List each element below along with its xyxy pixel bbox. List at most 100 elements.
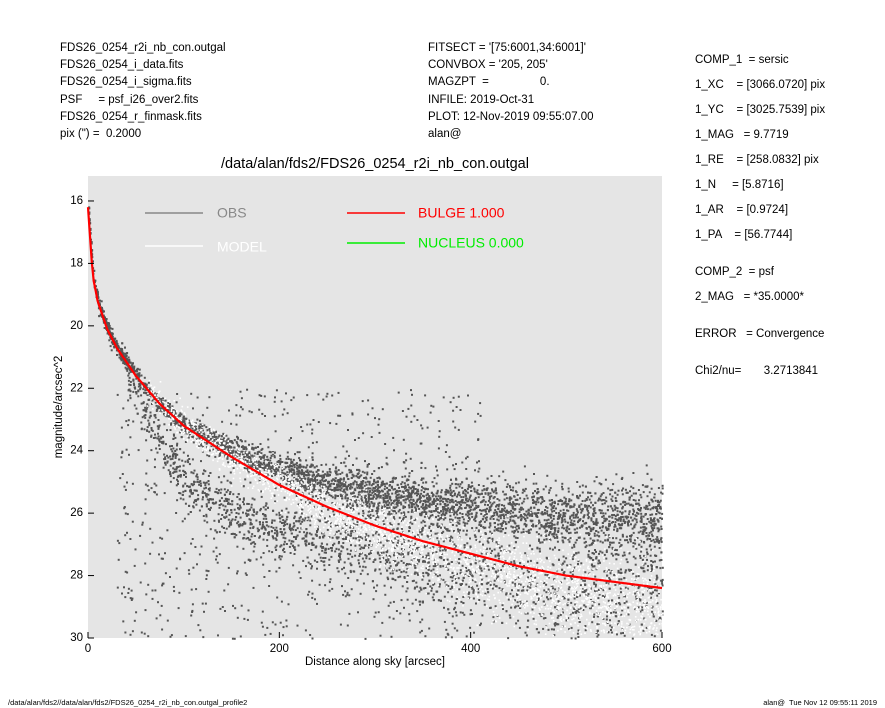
- obs-point: [273, 532, 276, 535]
- obs-point: [637, 606, 640, 609]
- obs-point: [651, 605, 654, 608]
- obs-point: [279, 454, 282, 457]
- obs-point: [566, 530, 569, 533]
- obs-point: [599, 495, 602, 498]
- obs-point: [213, 435, 216, 438]
- obs-point: [407, 483, 410, 486]
- obs-point: [88, 207, 91, 210]
- obs-point: [484, 503, 486, 506]
- obs-point: [661, 484, 664, 487]
- obs-point: [439, 500, 442, 503]
- obs-point: [145, 410, 148, 413]
- obs-point: [469, 518, 472, 521]
- obs-point: [199, 423, 202, 426]
- obs-point: [169, 480, 172, 483]
- obs-point: [382, 497, 385, 500]
- obs-point: [501, 504, 503, 507]
- obs-point: [275, 529, 278, 532]
- header-left-line: FDS26_0254_r2i_nb_con.outgal: [60, 42, 226, 54]
- obs-point: [137, 385, 140, 388]
- obs-point: [441, 506, 444, 508]
- obs-point: [248, 518, 251, 521]
- obs-point: [514, 498, 517, 501]
- obs-point: [585, 504, 588, 507]
- obs-point: [549, 547, 552, 550]
- obs-point: [632, 555, 635, 558]
- obs-point: [468, 496, 471, 499]
- obs-point: [619, 538, 622, 541]
- obs-point: [293, 536, 295, 538]
- obs-point: [215, 487, 218, 490]
- obs-point: [577, 629, 580, 632]
- obs-point: [594, 575, 597, 578]
- obs-point: [561, 503, 564, 506]
- obs-point: [344, 465, 347, 468]
- obs-point: [228, 525, 231, 528]
- obs-point: [344, 497, 347, 500]
- obs-point: [196, 418, 199, 421]
- obs-point: [538, 613, 541, 616]
- obs-point: [192, 506, 195, 509]
- obs-point: [133, 404, 136, 407]
- obs-point: [429, 546, 432, 549]
- obs-point: [649, 508, 652, 511]
- obs-point: [207, 474, 210, 477]
- obs-point: [139, 388, 142, 391]
- obs-point: [574, 541, 577, 544]
- obs-point: [458, 588, 461, 591]
- obs-point: [569, 531, 572, 534]
- obs-point: [313, 479, 316, 482]
- obs-point: [418, 494, 421, 497]
- obs-point: [469, 573, 471, 576]
- header-left-line: pix (") = 0.2000: [60, 128, 142, 141]
- obs-point: [387, 488, 390, 491]
- obs-point: [209, 528, 212, 531]
- obs-point: [435, 516, 437, 519]
- obs-point: [458, 494, 461, 497]
- obs-point: [473, 490, 476, 493]
- obs-point: [309, 563, 312, 565]
- obs-point: [467, 593, 470, 595]
- obs-point: [461, 513, 464, 515]
- obs-point: [630, 485, 633, 488]
- obs-point: [612, 521, 614, 523]
- obs-point: [375, 590, 378, 593]
- obs-point: [441, 549, 444, 552]
- obs-point: [218, 434, 221, 437]
- obs-point: [193, 469, 196, 472]
- obs-point: [402, 553, 405, 556]
- obs-point: [220, 497, 223, 500]
- obs-point: [478, 565, 481, 568]
- obs-point: [537, 497, 540, 500]
- obs-point: [445, 488, 448, 491]
- obs-point: [364, 481, 367, 484]
- obs-point: [365, 503, 368, 506]
- obs-point: [457, 483, 460, 486]
- obs-point: [316, 479, 319, 482]
- obs-point: [509, 486, 512, 489]
- obs-point: [659, 517, 662, 519]
- obs-point: [196, 478, 199, 481]
- obs-point: [602, 492, 605, 494]
- obs-point: [118, 353, 121, 356]
- obs-point: [462, 521, 465, 524]
- obs-point: [609, 493, 612, 496]
- obs-point: [449, 538, 451, 541]
- obs-point: [286, 455, 289, 458]
- obs-point: [364, 460, 366, 463]
- obs-point: [585, 521, 588, 524]
- obs-point: [581, 484, 584, 487]
- obs-point: [259, 523, 262, 526]
- obs-point: [432, 568, 435, 571]
- obs-point: [522, 586, 525, 589]
- obs-point: [128, 372, 131, 375]
- obs-point: [238, 498, 241, 501]
- obs-point: [624, 488, 627, 491]
- obs-point: [237, 444, 239, 447]
- obs-point: [218, 455, 221, 458]
- obs-point: [398, 516, 401, 519]
- obs-point: [324, 517, 326, 520]
- obs-point: [369, 513, 372, 516]
- obs-point: [460, 600, 463, 603]
- obs-point: [645, 532, 648, 534]
